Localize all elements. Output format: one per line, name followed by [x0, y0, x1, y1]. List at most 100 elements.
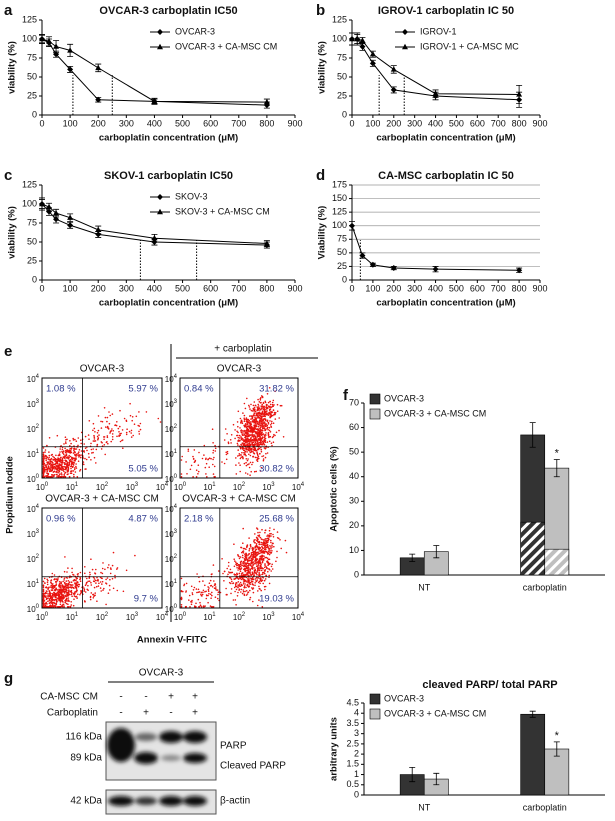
event-dot	[264, 437, 267, 440]
event-dot	[204, 605, 206, 607]
event-dot	[97, 415, 100, 417]
event-dot	[238, 589, 240, 591]
legend-marker	[157, 208, 163, 215]
event-dot	[83, 450, 85, 452]
data-point	[390, 265, 397, 272]
y-tick-label: 1	[354, 769, 359, 779]
event-dot	[258, 441, 261, 444]
event-dot	[246, 397, 248, 400]
event-dot	[247, 591, 250, 593]
event-dot	[217, 593, 219, 596]
event-dot	[68, 461, 71, 463]
event-dot	[250, 427, 253, 429]
event-dot	[95, 448, 98, 451]
event-dot	[85, 581, 88, 584]
event-dot	[269, 403, 272, 406]
event-dot	[198, 606, 200, 608]
event-dot	[253, 401, 256, 403]
event-dot	[276, 403, 279, 406]
event-dot	[260, 551, 262, 554]
event-dot	[236, 434, 238, 437]
event-dot	[226, 433, 228, 435]
event-dot	[70, 604, 73, 606]
event-dot	[97, 585, 100, 587]
event-dot	[233, 573, 236, 575]
event-dot	[240, 430, 242, 432]
x-tick-label: 500	[449, 283, 464, 293]
event-dot	[60, 581, 62, 583]
event-dot	[256, 579, 259, 581]
event-dot	[246, 435, 248, 438]
event-dot	[251, 549, 254, 551]
event-dot	[256, 604, 259, 607]
event-dot	[64, 601, 66, 604]
event-dot	[256, 452, 259, 455]
y-tick-label: 104	[27, 374, 40, 385]
event-dot	[238, 439, 241, 442]
event-dot	[71, 584, 73, 586]
event-dot	[234, 560, 236, 562]
event-dot	[256, 442, 258, 445]
event-dot	[105, 578, 107, 581]
event-dot	[104, 416, 107, 419]
event-dot	[52, 467, 55, 470]
legend-label: IGROV-1 + CA-MSC MC	[420, 41, 519, 51]
event-dot	[265, 423, 268, 425]
event-dot	[251, 572, 254, 575]
event-dot	[72, 452, 75, 454]
event-dot	[253, 406, 256, 409]
event-dot	[241, 437, 243, 440]
x-tick-label: 500	[449, 118, 464, 128]
event-dot	[247, 449, 250, 452]
tick-exponent: 0	[36, 604, 40, 610]
event-dot	[237, 436, 239, 439]
event-dot	[266, 413, 269, 416]
event-dot	[262, 418, 265, 421]
event-dot	[271, 542, 274, 545]
event-dot	[86, 449, 88, 452]
event-dot	[241, 592, 244, 595]
event-dot	[75, 465, 77, 468]
event-dot	[252, 434, 254, 437]
event-dot	[69, 583, 71, 586]
event-dot	[65, 597, 68, 600]
event-dot	[66, 461, 68, 463]
event-dot	[255, 417, 258, 419]
event-dot	[119, 434, 121, 437]
x-tick-label: 900	[287, 118, 302, 128]
event-dot	[77, 583, 79, 586]
y-tick-label: 100	[165, 604, 178, 615]
event-dot	[214, 587, 217, 590]
data-point	[432, 266, 439, 273]
event-dot	[63, 453, 65, 456]
event-dot	[52, 471, 55, 473]
event-dot	[226, 567, 228, 570]
event-dot	[77, 452, 79, 455]
event-dot	[241, 434, 244, 437]
x-tick-label: 200	[386, 118, 401, 128]
event-dot	[68, 589, 70, 591]
event-dot	[259, 531, 261, 534]
event-dot	[229, 577, 232, 579]
event-dot	[249, 415, 251, 417]
event-dot	[249, 421, 251, 423]
event-dot	[73, 468, 76, 471]
event-dot	[243, 433, 246, 435]
event-dot	[71, 592, 73, 594]
event-dot	[116, 435, 118, 438]
event-dot	[50, 602, 52, 604]
event-dot	[247, 559, 249, 562]
event-dot	[232, 599, 235, 601]
event-dot	[70, 589, 73, 592]
tick-exponent: 2	[36, 554, 40, 560]
event-dot	[67, 603, 69, 606]
event-dot	[250, 553, 253, 556]
event-dot	[192, 589, 195, 591]
event-dot	[139, 428, 142, 431]
event-dot	[99, 581, 102, 583]
event-dot	[264, 563, 266, 565]
event-dot	[67, 591, 70, 594]
event-dot	[267, 570, 269, 573]
event-dot	[201, 457, 204, 460]
tick-exponent: 1	[174, 449, 178, 455]
